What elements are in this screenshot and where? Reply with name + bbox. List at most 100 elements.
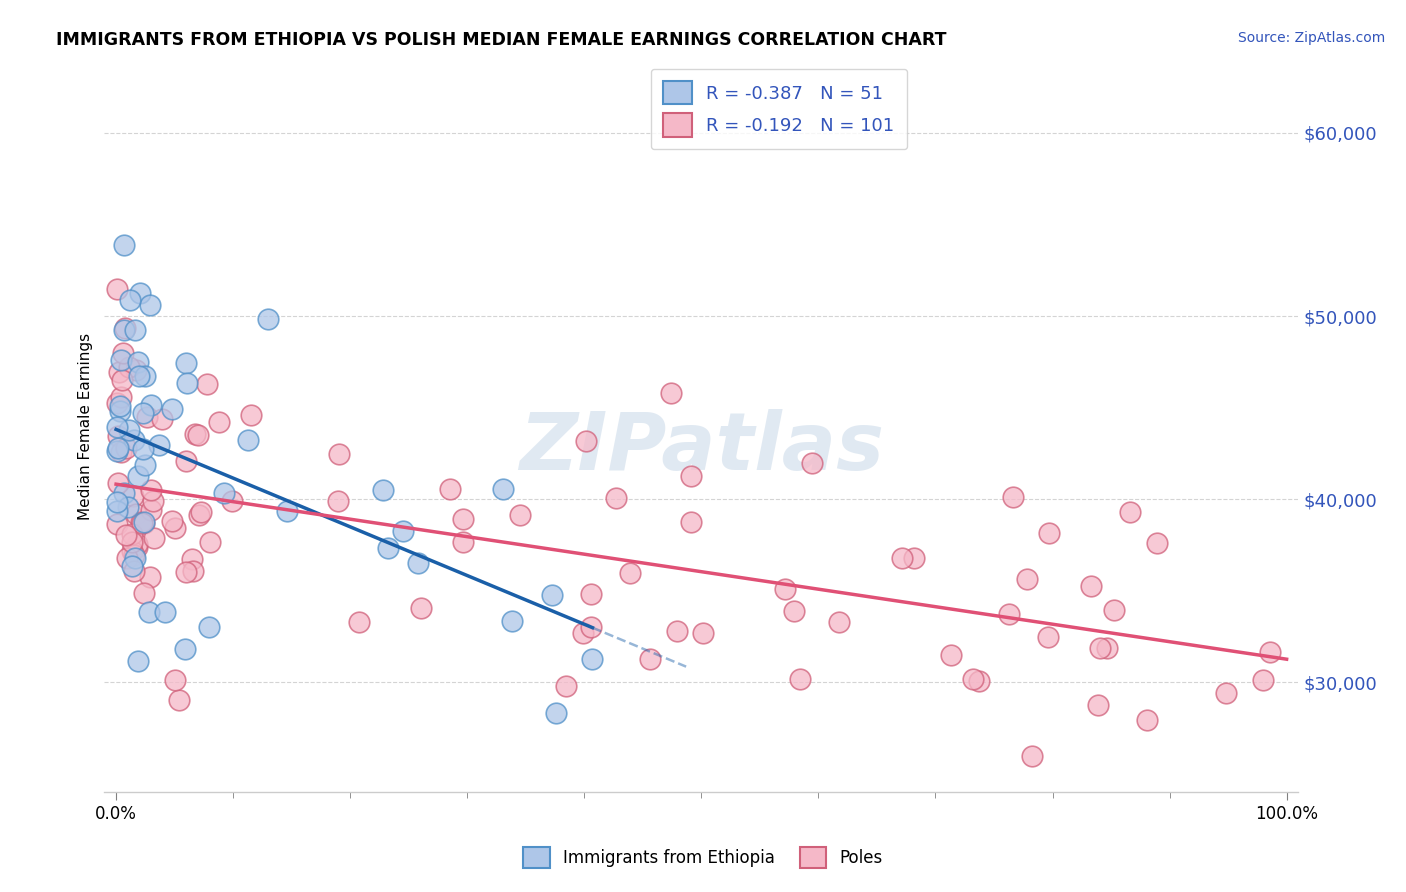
Point	[108, 366, 131, 380]
Point	[540, 588, 562, 602]
Point	[409, 601, 432, 615]
Point	[139, 398, 162, 412]
Point	[112, 323, 135, 337]
Point	[640, 652, 662, 666]
Point	[162, 514, 184, 528]
Point	[143, 531, 166, 545]
Point	[132, 516, 155, 530]
Point	[238, 433, 260, 447]
Point	[575, 434, 598, 448]
Point	[112, 238, 135, 252]
Point	[117, 500, 139, 514]
Point	[1215, 686, 1237, 700]
Point	[134, 368, 156, 383]
Point	[1135, 713, 1157, 727]
Point	[132, 585, 155, 599]
Point	[105, 494, 128, 508]
Point	[167, 692, 190, 706]
Point	[127, 469, 149, 483]
Point	[221, 494, 243, 508]
Point	[962, 672, 984, 686]
Point	[1102, 603, 1125, 617]
Point	[127, 540, 149, 554]
Point	[122, 489, 145, 503]
Point	[188, 508, 211, 523]
Point	[110, 404, 132, 418]
Point	[176, 356, 198, 370]
Text: Source: ZipAtlas.com: Source: ZipAtlas.com	[1237, 31, 1385, 45]
Point	[692, 626, 714, 640]
Y-axis label: Median Female Earnings: Median Female Earnings	[79, 333, 93, 519]
Point	[183, 426, 205, 441]
Point	[174, 453, 197, 467]
Point	[138, 605, 160, 619]
Point	[1002, 490, 1025, 504]
Point	[181, 552, 204, 566]
Point	[181, 564, 204, 578]
Point	[679, 515, 702, 529]
Point	[139, 503, 162, 517]
Point	[107, 429, 129, 443]
Point	[115, 441, 138, 455]
Point	[605, 491, 627, 506]
Point	[801, 456, 824, 470]
Text: IMMIGRANTS FROM ETHIOPIA VS POLISH MEDIAN FEMALE EARNINGS CORRELATION CHART: IMMIGRANTS FROM ETHIOPIA VS POLISH MEDIA…	[56, 31, 946, 49]
Point	[127, 355, 149, 369]
Point	[679, 469, 702, 483]
Point	[501, 615, 523, 629]
Point	[451, 535, 474, 549]
Point	[789, 672, 811, 686]
Point	[891, 550, 914, 565]
Point	[190, 505, 212, 519]
Point	[554, 679, 576, 693]
Point	[198, 535, 221, 549]
Point	[127, 537, 149, 551]
Point	[125, 507, 148, 521]
Point	[257, 311, 280, 326]
Point	[124, 363, 146, 377]
Point	[377, 541, 399, 556]
Point	[328, 494, 350, 508]
Point	[1080, 579, 1102, 593]
Point	[328, 447, 350, 461]
Point	[118, 424, 141, 438]
Point	[139, 298, 162, 312]
Point	[105, 420, 128, 434]
Point	[111, 345, 134, 359]
Point	[108, 399, 131, 413]
Point	[1118, 505, 1140, 519]
Point	[110, 353, 132, 368]
Point	[1017, 572, 1039, 586]
Point	[998, 607, 1021, 621]
Point	[105, 504, 128, 518]
Point	[150, 412, 173, 426]
Point	[187, 428, 209, 442]
Point	[128, 369, 150, 384]
Point	[121, 535, 143, 549]
Point	[115, 550, 138, 565]
Point	[160, 402, 183, 417]
Point	[347, 615, 370, 630]
Point	[124, 548, 146, 562]
Point	[105, 444, 128, 458]
Point	[1088, 640, 1111, 655]
Point	[969, 673, 991, 688]
Point	[155, 605, 177, 619]
Point	[453, 511, 475, 525]
Point	[666, 624, 689, 639]
Point	[773, 582, 796, 597]
Point	[619, 566, 641, 581]
Point	[121, 527, 143, 541]
Point	[579, 587, 602, 601]
Point	[509, 508, 531, 523]
Point	[195, 376, 218, 391]
Point	[373, 483, 395, 497]
Point	[212, 485, 235, 500]
Point	[1087, 698, 1109, 712]
Point	[120, 293, 142, 307]
Point	[173, 642, 195, 657]
Point	[127, 654, 149, 668]
Point	[114, 528, 136, 542]
Point	[121, 543, 143, 558]
Point	[165, 521, 187, 535]
